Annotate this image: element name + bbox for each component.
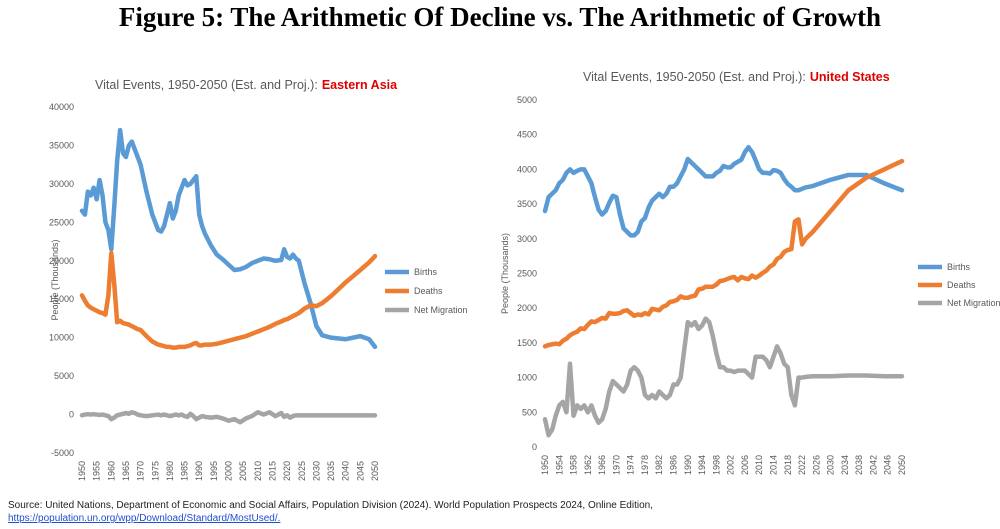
- legend-label: Net Migration: [414, 305, 468, 315]
- series-line: [79, 410, 378, 425]
- y-tick-label: 0: [69, 410, 74, 420]
- x-tick-label: 1966: [597, 455, 607, 475]
- y-tick-label: 1000: [517, 373, 537, 383]
- series-line: [542, 158, 905, 349]
- x-tick-label: 1958: [569, 455, 579, 475]
- y-tick-label: 5000: [517, 95, 537, 105]
- x-tick-label: 1990: [194, 461, 204, 481]
- series-line: [542, 144, 905, 238]
- y-tick-label: -5000: [51, 448, 74, 458]
- x-tick-label: 2002: [726, 455, 736, 475]
- x-tick-label: 2050: [897, 455, 907, 475]
- series-line: [79, 250, 378, 350]
- x-tick-label: 1978: [640, 455, 650, 475]
- chart-title-text: Vital Events, 1950-2050 (Est. and Proj.)…: [583, 70, 806, 84]
- x-tick-label: 2005: [238, 461, 248, 481]
- x-tick-label: 2010: [253, 461, 263, 481]
- x-tick-label: 1995: [209, 461, 219, 481]
- x-tick-label: 2015: [267, 461, 277, 481]
- y-tick-label: 2000: [517, 303, 537, 313]
- x-tick-label: 2042: [868, 455, 878, 475]
- x-tick-label: 2006: [740, 455, 750, 475]
- x-tick-label: 2046: [883, 455, 893, 475]
- y-tick-label: 20000: [49, 256, 74, 266]
- x-tick-label: 2038: [854, 455, 864, 475]
- x-tick-label: 1950: [77, 461, 87, 481]
- x-tick-label: 2050: [370, 461, 380, 481]
- series-line: [79, 127, 378, 350]
- chart-title-region: Eastern Asia: [322, 78, 398, 92]
- legend-label: Births: [414, 267, 438, 277]
- x-tick-label: 1965: [121, 461, 131, 481]
- x-tick-label: 2020: [282, 461, 292, 481]
- legend-label: Births: [947, 262, 971, 272]
- x-tick-label: 1955: [92, 461, 102, 481]
- legend-label: Deaths: [947, 280, 976, 290]
- x-tick-label: 1970: [611, 455, 621, 475]
- legend-label: Net Migration: [947, 298, 1000, 308]
- x-tick-label: 1985: [180, 461, 190, 481]
- y-tick-label: 4500: [517, 130, 537, 140]
- x-tick-label: 2040: [341, 461, 351, 481]
- x-tick-label: 1974: [626, 455, 636, 475]
- y-tick-label: 3500: [517, 199, 537, 209]
- x-tick-label: 2026: [811, 455, 821, 475]
- y-tick-label: 5000: [54, 371, 74, 381]
- x-tick-label: 1986: [669, 455, 679, 475]
- series-line: [542, 316, 905, 438]
- y-axis-label: People (Thousands): [500, 233, 510, 314]
- x-tick-label: 1962: [583, 455, 593, 475]
- x-tick-label: 1960: [106, 461, 116, 481]
- x-tick-label: 1954: [554, 455, 564, 475]
- chart-title-text: Vital Events, 1950-2050 (Est. and Proj.)…: [95, 78, 318, 92]
- y-tick-label: 25000: [49, 217, 74, 227]
- x-tick-label: 2035: [326, 461, 336, 481]
- source-link[interactable]: https://population.un.org/wpp/Download/S…: [8, 513, 280, 524]
- source-note: Source: United Nations, Department of Ec…: [8, 500, 653, 511]
- x-tick-label: 2034: [840, 455, 850, 475]
- y-tick-label: 1500: [517, 338, 537, 348]
- y-tick-label: 15000: [49, 294, 74, 304]
- x-tick-label: 1994: [697, 455, 707, 475]
- legend-label: Deaths: [414, 286, 443, 296]
- y-tick-label: 10000: [49, 333, 74, 343]
- x-tick-label: 1982: [654, 455, 664, 475]
- x-tick-label: 1998: [711, 455, 721, 475]
- y-tick-label: 4000: [517, 164, 537, 174]
- y-tick-label: 3000: [517, 234, 537, 244]
- x-tick-label: 1970: [136, 461, 146, 481]
- figure-title: Figure 5: The Arithmetic Of Decline vs. …: [119, 2, 881, 32]
- x-tick-label: 2045: [355, 461, 365, 481]
- y-tick-label: 500: [522, 407, 537, 417]
- chart-title: Vital Events, 1950-2050 (Est. and Proj.)…: [95, 78, 398, 92]
- chart-title-region: United States: [810, 70, 890, 84]
- y-tick-label: 40000: [49, 102, 74, 112]
- chart-title: Vital Events, 1950-2050 (Est. and Proj.)…: [583, 70, 890, 84]
- x-tick-label: 1975: [150, 461, 160, 481]
- y-tick-label: 35000: [49, 140, 74, 150]
- y-tick-label: 30000: [49, 179, 74, 189]
- x-tick-label: 2030: [826, 455, 836, 475]
- x-tick-label: 2030: [311, 461, 321, 481]
- y-axis-label: People (Thousands): [50, 239, 60, 320]
- x-tick-label: 2022: [797, 455, 807, 475]
- y-tick-label: 2500: [517, 269, 537, 279]
- x-tick-label: 2010: [754, 455, 764, 475]
- x-tick-label: 2014: [768, 455, 778, 475]
- x-tick-label: 2000: [224, 461, 234, 481]
- x-tick-label: 2025: [297, 461, 307, 481]
- x-tick-label: 1980: [165, 461, 175, 481]
- x-tick-label: 1950: [540, 455, 550, 475]
- x-tick-label: 1990: [683, 455, 693, 475]
- y-tick-label: 0: [532, 442, 537, 452]
- x-tick-label: 2018: [783, 455, 793, 475]
